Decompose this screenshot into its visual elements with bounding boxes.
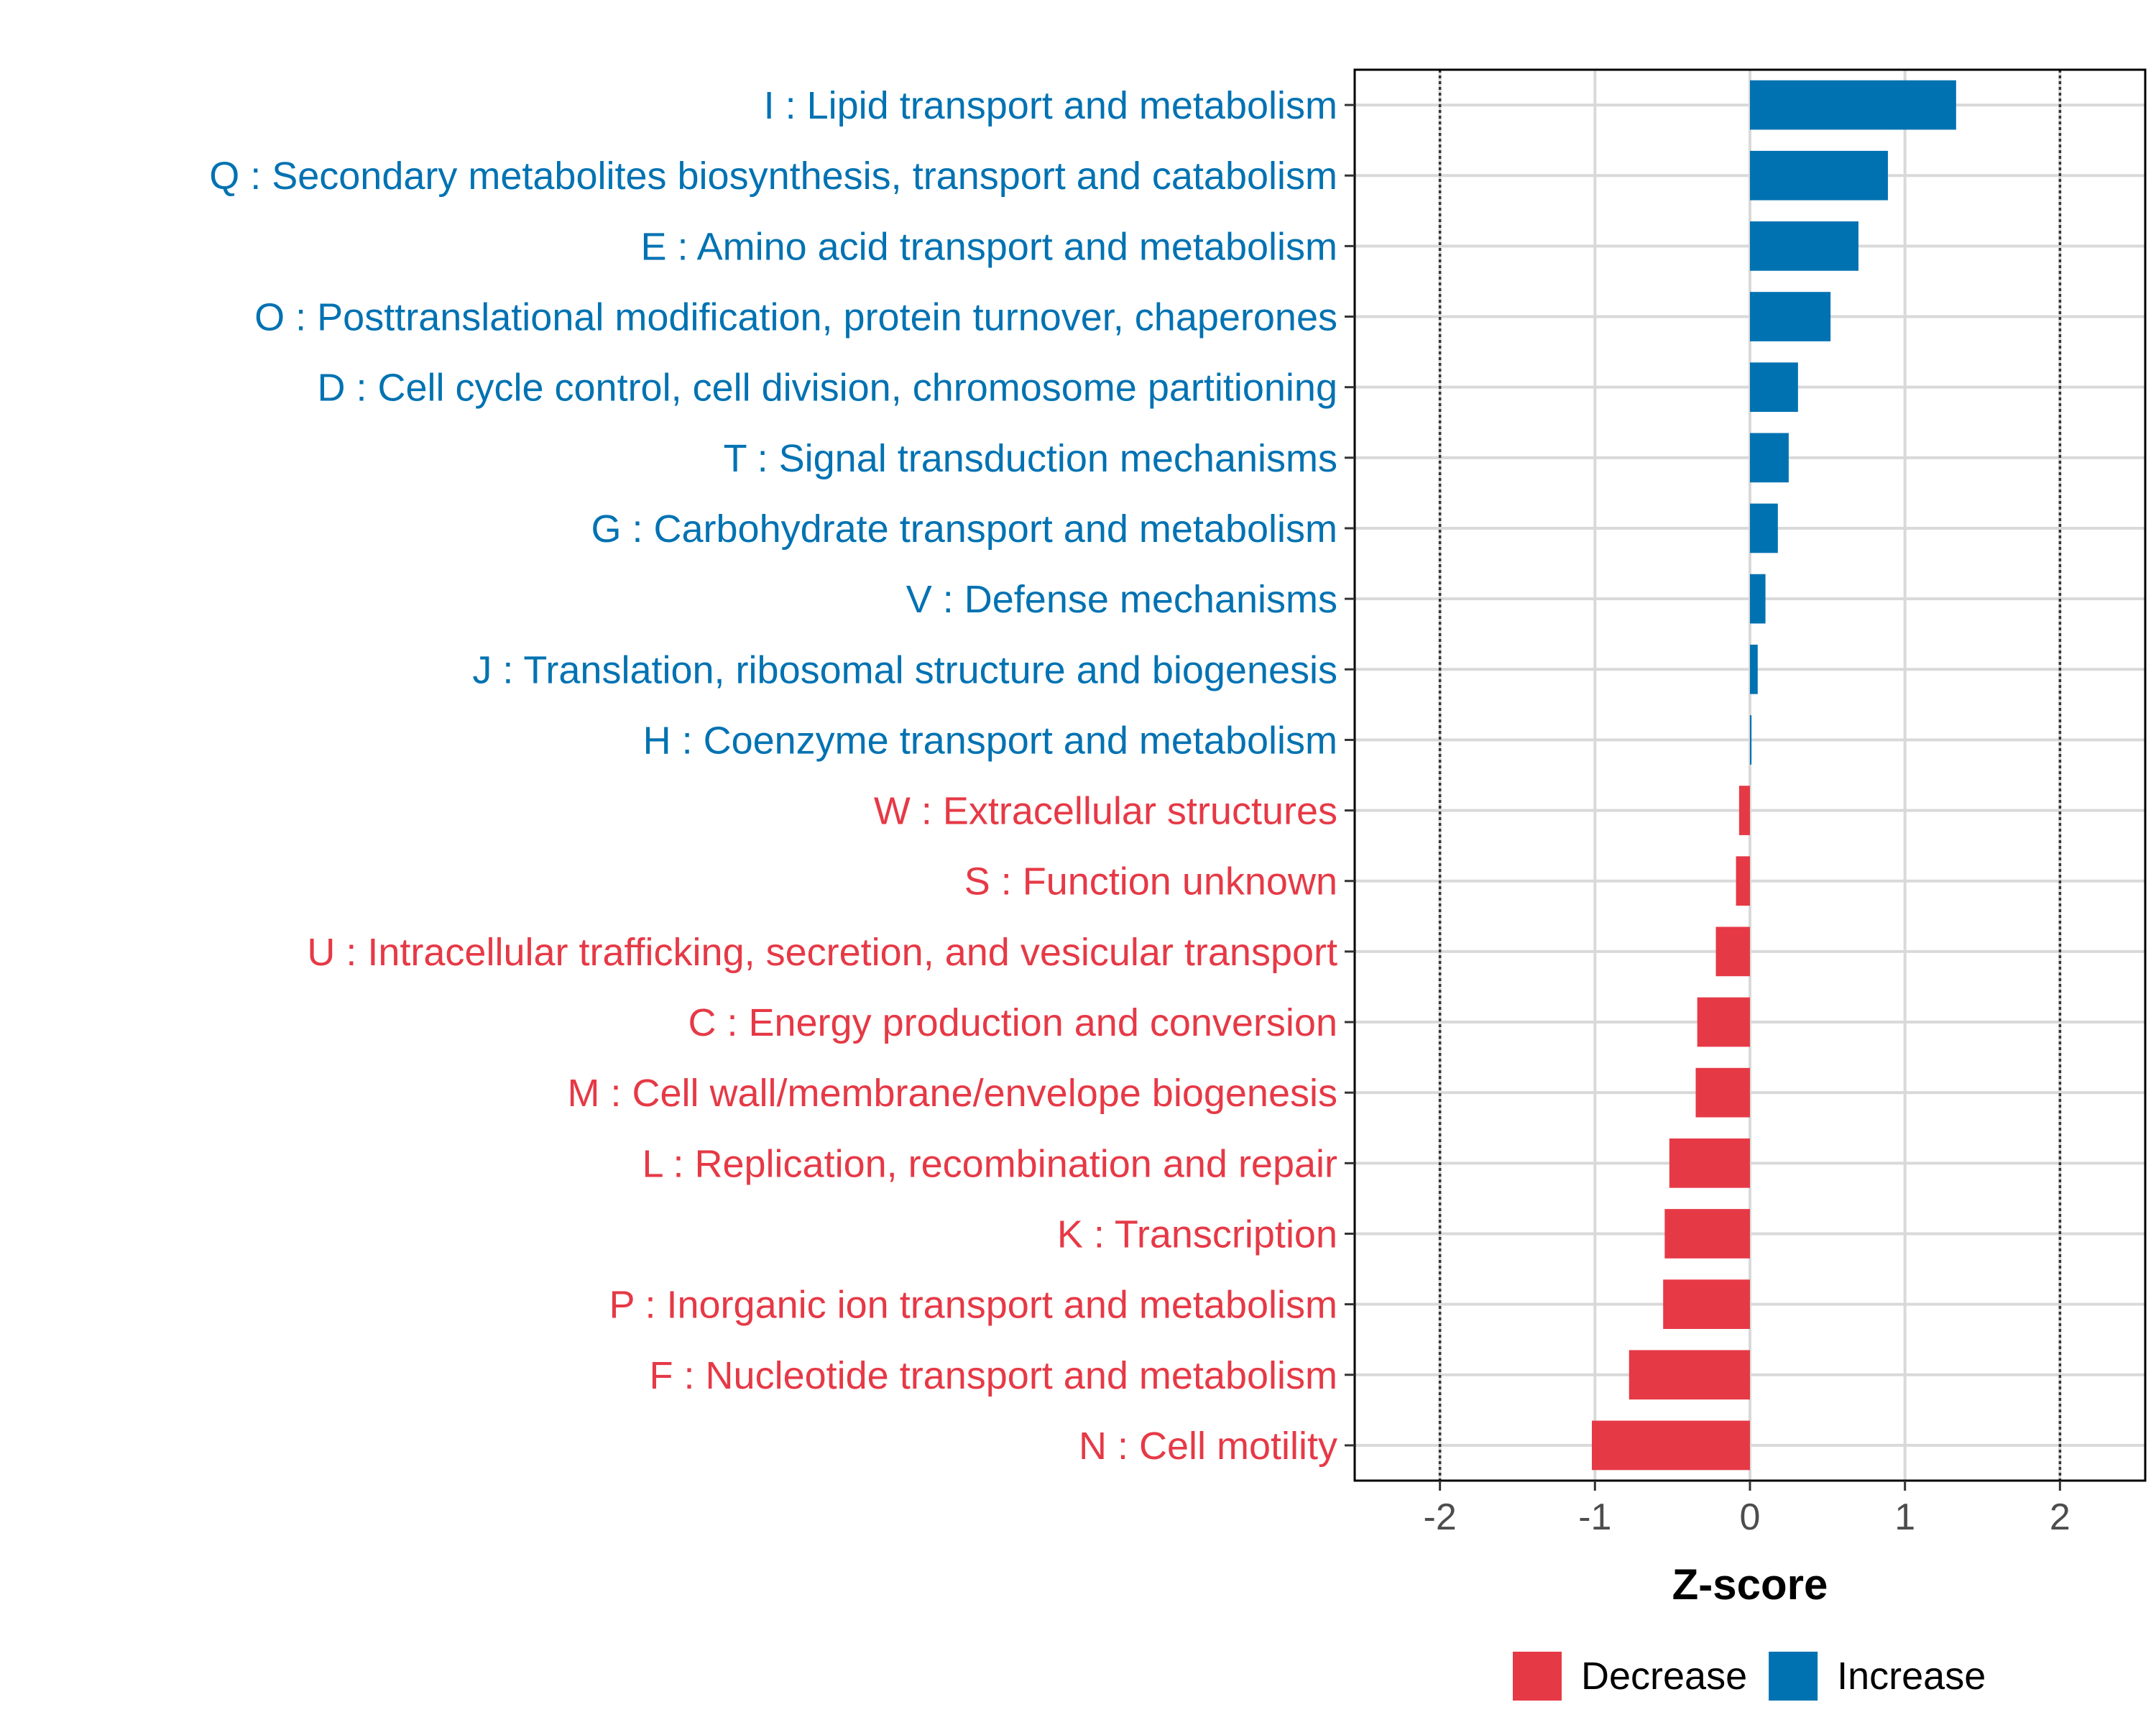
bar bbox=[1738, 786, 1750, 835]
x-tick-label: 1 bbox=[1894, 1496, 1915, 1538]
legend-key-decrease bbox=[1513, 1652, 1562, 1701]
bar bbox=[1750, 574, 1766, 624]
legend: Decrease Increase bbox=[1513, 1652, 1986, 1701]
legend-label-increase: Increase bbox=[1837, 1655, 1986, 1698]
y-tick-label: Q : Secondary metabolites biosynthesis, … bbox=[209, 155, 1337, 198]
y-tick-label: D : Cell cycle control, cell division, c… bbox=[317, 367, 1337, 410]
bar bbox=[1669, 1138, 1750, 1188]
bar bbox=[1750, 292, 1831, 341]
x-tick-label: 0 bbox=[1740, 1496, 1761, 1538]
bar bbox=[1750, 433, 1789, 483]
y-tick-label: U : Intracellular trafficking, secretion… bbox=[307, 931, 1337, 974]
y-tick-label: I : Lipid transport and metabolism bbox=[764, 84, 1337, 127]
y-tick-label: N : Cell motility bbox=[1079, 1425, 1337, 1468]
x-tick-label: -1 bbox=[1578, 1496, 1611, 1538]
y-tick-label: G : Carbohydrate transport and metabolis… bbox=[591, 507, 1338, 551]
y-tick-label: S : Function unknown bbox=[964, 860, 1337, 903]
y-axis: I : Lipid transport and metabolism Q : Se… bbox=[209, 84, 1355, 1468]
y-tick-label: K : Transcription bbox=[1057, 1213, 1337, 1256]
bar bbox=[1750, 715, 1752, 765]
bar bbox=[1750, 644, 1758, 694]
y-tick-label: L : Replication, recombination and repai… bbox=[642, 1142, 1337, 1185]
y-tick-label: W : Extracellular structures bbox=[874, 790, 1337, 833]
x-axis-title: Z-score bbox=[1672, 1560, 1828, 1609]
y-tick-label: M : Cell wall/membrane/envelope biogenes… bbox=[567, 1072, 1337, 1115]
bar bbox=[1695, 1067, 1750, 1118]
reference-lines bbox=[1438, 70, 2062, 1481]
bar bbox=[1750, 503, 1778, 553]
bar bbox=[1736, 856, 1750, 906]
y-tick-label: T : Signal transduction mechanisms bbox=[724, 437, 1337, 480]
bar bbox=[1697, 997, 1750, 1047]
y-tick-label: H : Coenzyme transport and metabolism bbox=[643, 719, 1337, 762]
y-tick-label: F : Nucleotide transport and metabolism bbox=[650, 1354, 1337, 1397]
y-tick-label: E : Amino acid transport and metabolism bbox=[641, 225, 1337, 268]
y-tick-label: C : Energy production and conversion bbox=[688, 1001, 1337, 1044]
y-tick-label: J : Translation, ribosomal structure and… bbox=[472, 648, 1337, 691]
bar bbox=[1663, 1279, 1750, 1329]
bar bbox=[1750, 150, 1888, 201]
y-tick-label: V : Defense mechanisms bbox=[906, 578, 1337, 621]
x-tick-label: -2 bbox=[1424, 1496, 1457, 1538]
bar bbox=[1628, 1350, 1750, 1400]
x-axis: -2 -1 0 1 2 bbox=[1424, 1481, 2070, 1538]
bar bbox=[1592, 1420, 1750, 1471]
x-tick-label: 2 bbox=[2050, 1496, 2070, 1538]
bars bbox=[1592, 80, 1956, 1471]
bar bbox=[1715, 926, 1750, 977]
legend-key-increase bbox=[1769, 1652, 1818, 1701]
y-tick-label: O : Posttranslational modification, prot… bbox=[254, 296, 1337, 339]
legend-label-decrease: Decrease bbox=[1581, 1655, 1747, 1698]
bar bbox=[1664, 1209, 1750, 1259]
bar bbox=[1750, 80, 1956, 130]
y-tick-label: P : Inorganic ion transport and metaboli… bbox=[609, 1284, 1337, 1327]
bar bbox=[1750, 221, 1858, 271]
bar bbox=[1750, 362, 1798, 413]
